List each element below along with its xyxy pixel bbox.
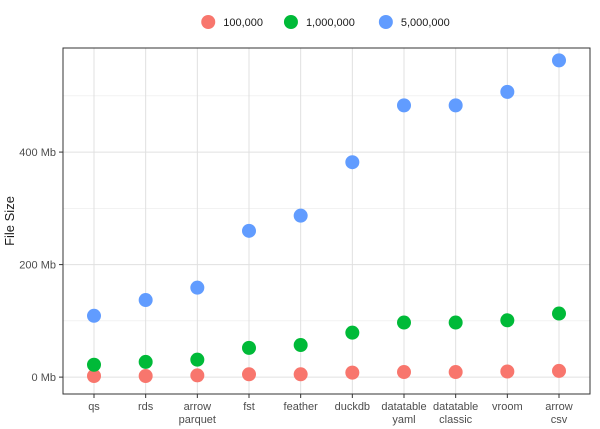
data-point (87, 368, 101, 383)
legend-item: 1,000,000 (283, 15, 355, 29)
legend-item: 100,000 (201, 15, 263, 29)
legend-key (378, 15, 393, 29)
x-tick-label-line: vroom (492, 401, 523, 413)
y-tick-label: 0 Mb (32, 372, 56, 384)
legend-label: 100,000 (223, 17, 263, 29)
data-point (190, 280, 205, 295)
x-tick-label: arrow parquet (179, 401, 216, 426)
data-point (448, 365, 463, 380)
legend-label: 1,000,000 (306, 17, 355, 29)
legend-key (283, 15, 298, 29)
data-point (397, 98, 411, 113)
y-tick-label: 200 Mb (19, 260, 56, 272)
y-tick-label: 400 Mb (19, 147, 56, 159)
data-point (138, 293, 153, 308)
data-point (552, 53, 566, 68)
data-point (242, 340, 256, 355)
x-tick-label: datatable classic (433, 401, 478, 426)
data-point (293, 208, 308, 223)
x-tick-label-line: parquet (179, 414, 216, 426)
x-tick-label-line: classic (439, 414, 473, 426)
x-tick-label-line: duckdb (335, 401, 370, 413)
data-point (552, 306, 566, 321)
data-point (190, 352, 205, 367)
plot-border (62, 47, 591, 395)
plot-panel (63, 48, 590, 394)
legend-item: 5,000,000 (378, 15, 450, 29)
x-tick-label-line: arrow (545, 401, 573, 413)
data-point (500, 364, 515, 379)
data-point (397, 315, 411, 330)
data-point (448, 98, 463, 113)
x-tick-label: datatable yaml (381, 401, 426, 426)
data-point (448, 315, 463, 330)
data-point (345, 325, 360, 340)
x-tick-label-line: feather (284, 401, 319, 413)
legend-key (201, 15, 216, 29)
x-tick-label: feather (284, 401, 319, 413)
x-tick-label-line: datatable (433, 401, 478, 413)
data-point (138, 354, 153, 369)
x-tick-label-line: rds (138, 401, 154, 413)
data-point (345, 155, 360, 170)
data-point (87, 357, 101, 372)
gridlines (63, 48, 590, 394)
x-tick-label-line: fst (243, 401, 255, 413)
data-point (293, 338, 308, 353)
x-tick-label: vroom (492, 401, 523, 413)
y-axis: 0 Mb 200 Mb 400 Mb (19, 147, 63, 384)
legend: 100,000 1,000,000 5,000,000 (201, 15, 450, 29)
data-point (397, 365, 411, 380)
y-axis-title: File Size (2, 196, 17, 246)
data-point (500, 313, 515, 328)
x-tick-label: fst (243, 401, 255, 413)
x-tick-label: rds (138, 401, 154, 413)
x-tick-label-line: arrow (184, 401, 212, 413)
data-point (87, 308, 101, 323)
x-tick-label-line: qs (88, 401, 100, 413)
x-tick-label: qs (88, 401, 100, 413)
data-points (87, 53, 566, 383)
data-point (500, 84, 515, 99)
data-point (345, 365, 360, 380)
x-tick-label-line: csv (551, 414, 568, 426)
data-point (293, 367, 308, 382)
data-point (242, 223, 256, 238)
data-point (242, 367, 256, 382)
legend-label: 5,000,000 (401, 17, 450, 29)
x-tick-label-line: yaml (392, 414, 415, 426)
x-tick-label: duckdb (335, 401, 370, 413)
x-tick-label-line: datatable (381, 401, 426, 413)
x-tick-label: arrow csv (545, 401, 573, 426)
data-point (552, 363, 566, 378)
data-point (190, 368, 205, 383)
data-point (138, 368, 153, 383)
